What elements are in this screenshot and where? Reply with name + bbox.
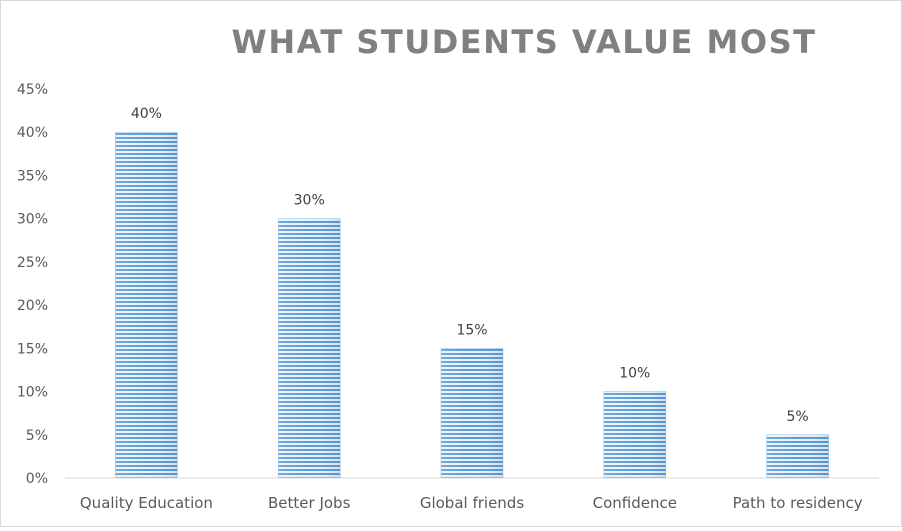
y-tick-label: 40% (17, 125, 48, 141)
x-axis-labels: Quality Education Better Jobs Global frien… (80, 494, 863, 512)
data-label: 15% (456, 322, 487, 338)
x-tick-label: Quality Education (80, 494, 213, 512)
y-tick-label: 25% (17, 255, 48, 271)
bar-shading (115, 132, 178, 478)
y-tick-label: 5% (26, 428, 48, 444)
y-tick-label: 45% (17, 82, 48, 98)
bar-shading (441, 348, 503, 478)
y-tick-label: 15% (17, 341, 48, 357)
x-tick-label: Better Jobs (268, 494, 351, 512)
bar-shading (278, 218, 341, 478)
x-tick-label: Global friends (420, 494, 524, 512)
y-tick-label: 20% (17, 298, 48, 314)
data-label: 30% (294, 193, 325, 209)
y-tick-label: 30% (17, 212, 48, 228)
bar-shading (766, 434, 829, 478)
data-label: 5% (786, 409, 808, 425)
x-tick-label: Path to residency (733, 494, 863, 512)
data-labels: 40% 30% 15% 10% 5% (131, 106, 809, 425)
y-tick-label: 0% (26, 471, 48, 487)
bar-shading (603, 391, 666, 478)
data-label: 10% (619, 366, 650, 382)
chart-title: WHAT STUDENTS VALUE MOST (231, 23, 817, 61)
x-tick-label: Confidence (593, 494, 677, 512)
data-label: 40% (131, 106, 162, 122)
y-tick-label: 35% (17, 168, 48, 184)
y-tick-label: 10% (17, 385, 48, 401)
bars (115, 131, 829, 479)
y-axis-labels: 0% 5% 10% 15% 20% 25% 30% 35% 40% 45% (17, 82, 48, 487)
